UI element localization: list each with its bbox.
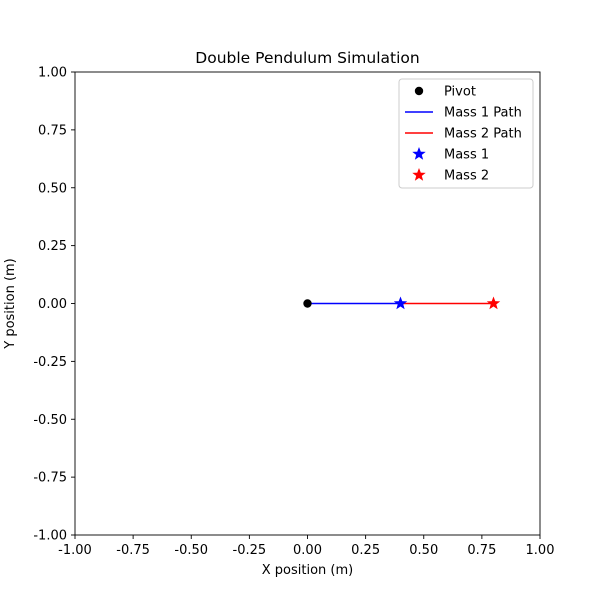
y-tick-label: -0.75 [33, 471, 67, 486]
point-pivot [303, 299, 312, 308]
x-tick-label: -0.25 [233, 543, 267, 558]
legend-label-pivot: Pivot [444, 85, 476, 100]
x-tick-label: 0.50 [409, 543, 438, 558]
y-tick-label: 1.00 [38, 66, 67, 81]
legend-label-mass-2: Mass 2 [444, 169, 489, 184]
legend-frame [398, 78, 534, 189]
legend-swatch-pivot [414, 86, 424, 96]
chart-title: Double Pendulum Simulation [195, 49, 419, 67]
plot-area [303, 296, 501, 310]
x-tick-label: -1.00 [58, 543, 92, 558]
x-tick-label: 0.00 [293, 543, 322, 558]
x-axis-label: X position (m) [262, 563, 353, 578]
x-tick-label: -0.75 [116, 543, 150, 558]
legend: Pivot Mass 1 Path Mass 2 Path Mass 1 Mass 2 [398, 78, 534, 189]
legend-swatch-mass-1 [412, 146, 426, 160]
y-axis-label: Y position (m) [3, 258, 18, 350]
point-mass-1 [393, 296, 408, 310]
axes: -1.00 -0.75 -0.50 -0.25 0.00 0.25 0.50 0.75 1.00… [33, 66, 554, 559]
y-tick-label: -0.25 [33, 355, 67, 370]
y-tick-label: 0.50 [38, 181, 67, 196]
y-tick-label: 0.00 [38, 297, 67, 312]
x-tick-label: 1.00 [526, 543, 555, 558]
legend-swatch-mass-2 [412, 167, 426, 181]
y-tick-label: 0.25 [38, 239, 67, 254]
legend-label-mass-1: Mass 1 [444, 148, 489, 163]
y-tick-label: -0.50 [33, 413, 67, 428]
legend-label-mass-2-path: Mass 2 Path [444, 127, 522, 142]
legend-label-mass-1-path: Mass 1 Path [444, 106, 522, 121]
point-mass-2 [486, 296, 501, 310]
x-tick-label: -0.50 [174, 543, 208, 558]
x-tick-label: 0.75 [467, 543, 496, 558]
x-tick-label: 0.25 [351, 543, 380, 558]
y-tick-label: 0.75 [38, 123, 67, 138]
y-tick-label: -1.00 [33, 529, 67, 544]
